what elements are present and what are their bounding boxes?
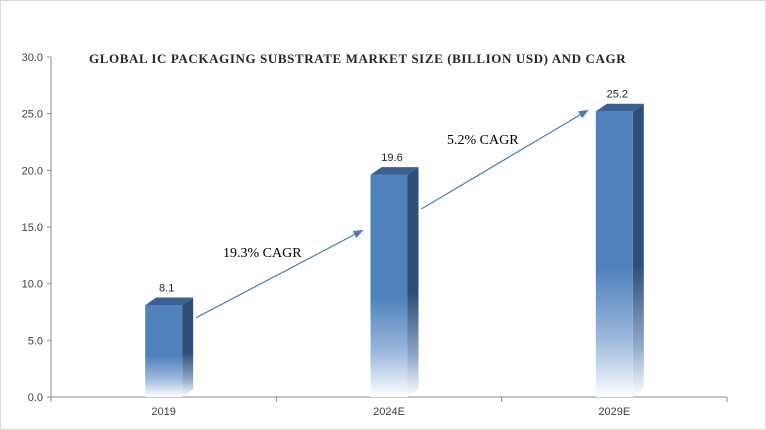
- x-tick-label: 2029E: [598, 406, 630, 418]
- y-tick-label: 15.0: [22, 222, 43, 234]
- chart-title: GLOBAL IC PACKAGING SUBSTRATE MARKET SIZ…: [89, 51, 626, 66]
- y-tick-label: 0.0: [28, 392, 43, 404]
- bar-2019: 8.1: [145, 283, 194, 397]
- y-tick-label: 30.0: [22, 52, 43, 64]
- cagr-label: 19.3% CAGR: [223, 246, 302, 261]
- data-label: 25.2: [607, 89, 628, 101]
- cagr-label: 5.2% CAGR: [447, 133, 519, 148]
- data-label: 19.6: [381, 152, 402, 164]
- bar-2024E: 19.6: [370, 152, 419, 397]
- bars: 8.1 19.6 25.2: [145, 89, 644, 398]
- annotations: 19.3% CAGR 5.2% CAGR: [195, 109, 589, 319]
- y-axis: 0.0 5.0 10.0 15.0 20.0 25.0 30.0: [22, 52, 52, 404]
- bar-front: [145, 305, 183, 397]
- x-axis: 2019 2024E 2029E: [50, 396, 728, 418]
- cagr-arrow: [195, 229, 364, 319]
- y-tick-label: 20.0: [22, 165, 43, 177]
- data-label: 8.1: [159, 283, 174, 295]
- y-tick-label: 25.0: [22, 109, 43, 121]
- bar-front: [595, 111, 633, 398]
- bar-side: [632, 103, 644, 397]
- y-tick-label: 5.0: [28, 335, 43, 347]
- bar-top: [370, 167, 419, 175]
- bar-side: [407, 167, 419, 397]
- bar-side: [182, 297, 194, 397]
- x-tick-label: 2019: [151, 406, 175, 418]
- y-tick-label: 10.0: [22, 279, 43, 291]
- bar-2029E: 25.2: [595, 89, 644, 398]
- bar-top: [595, 103, 644, 112]
- bar-top: [145, 297, 194, 306]
- bar-front: [370, 174, 408, 397]
- cagr-arrow: [421, 109, 589, 210]
- x-tick-label: 2024E: [373, 406, 405, 418]
